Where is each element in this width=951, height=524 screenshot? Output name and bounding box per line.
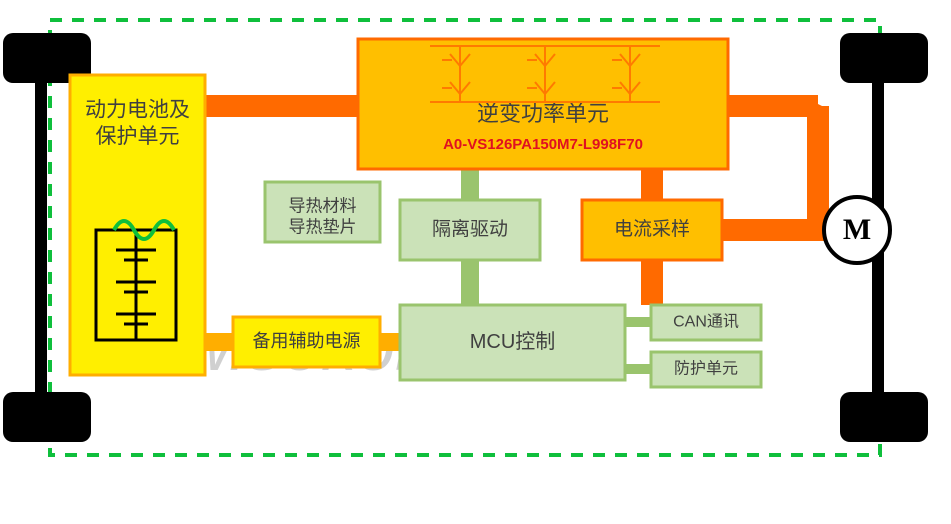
node-current-label: 电流采样 xyxy=(614,218,690,240)
wheel-bot-right xyxy=(840,392,928,442)
wheel-top-right xyxy=(840,33,928,83)
node-can-label: CAN通讯 xyxy=(673,313,739,331)
node-iso_drive-label: 隔离驱动 xyxy=(432,218,508,240)
arrow-2 xyxy=(818,106,822,230)
wheel-bot-left xyxy=(3,392,91,442)
node-thermal-label: 导热材料 xyxy=(289,196,357,215)
node-protect: 防护单元 xyxy=(651,352,761,387)
node-protect-label: 防护单元 xyxy=(674,360,738,378)
node-aux_power-label: 备用辅助电源 xyxy=(253,331,361,351)
node-inverter-subtitle: A0-VS126PA150M7-L998F70 xyxy=(443,136,643,153)
node-current: 电流采样 xyxy=(582,200,722,260)
node-aux_power: 备用辅助电源 xyxy=(233,317,380,367)
motor-label: M xyxy=(843,213,871,246)
node-battery-label: 动力电池及 xyxy=(85,99,190,122)
node-inverter: 逆变功率单元 A0-VS126PA150M7-L998F70 xyxy=(358,39,728,169)
node-iso_drive: 隔离驱动 xyxy=(400,200,540,260)
node-thermal: 导热材料导热垫片 xyxy=(265,182,380,242)
node-mcu-label: MCU控制 xyxy=(470,330,556,353)
node-can: CAN通讯 xyxy=(651,305,761,340)
node-inverter-label: 逆变功率单元 xyxy=(477,101,609,126)
node-mcu: MCU控制 xyxy=(400,305,625,380)
node-thermal-label: 导热垫片 xyxy=(289,218,357,237)
node-battery-label: 保护单元 xyxy=(96,125,180,148)
